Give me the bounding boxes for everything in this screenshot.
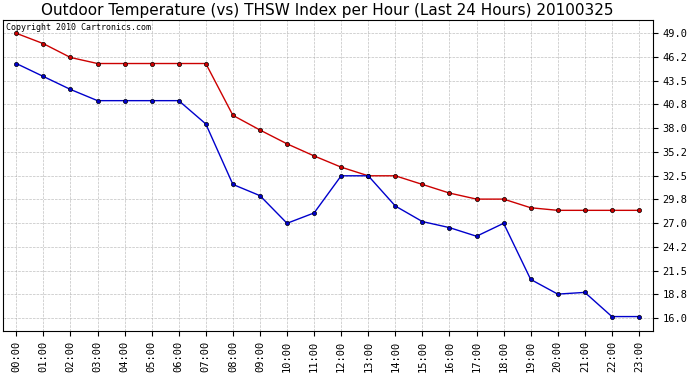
Text: Copyright 2010 Cartronics.com: Copyright 2010 Cartronics.com — [6, 24, 151, 33]
Title: Outdoor Temperature (vs) THSW Index per Hour (Last 24 Hours) 20100325: Outdoor Temperature (vs) THSW Index per … — [41, 3, 614, 18]
